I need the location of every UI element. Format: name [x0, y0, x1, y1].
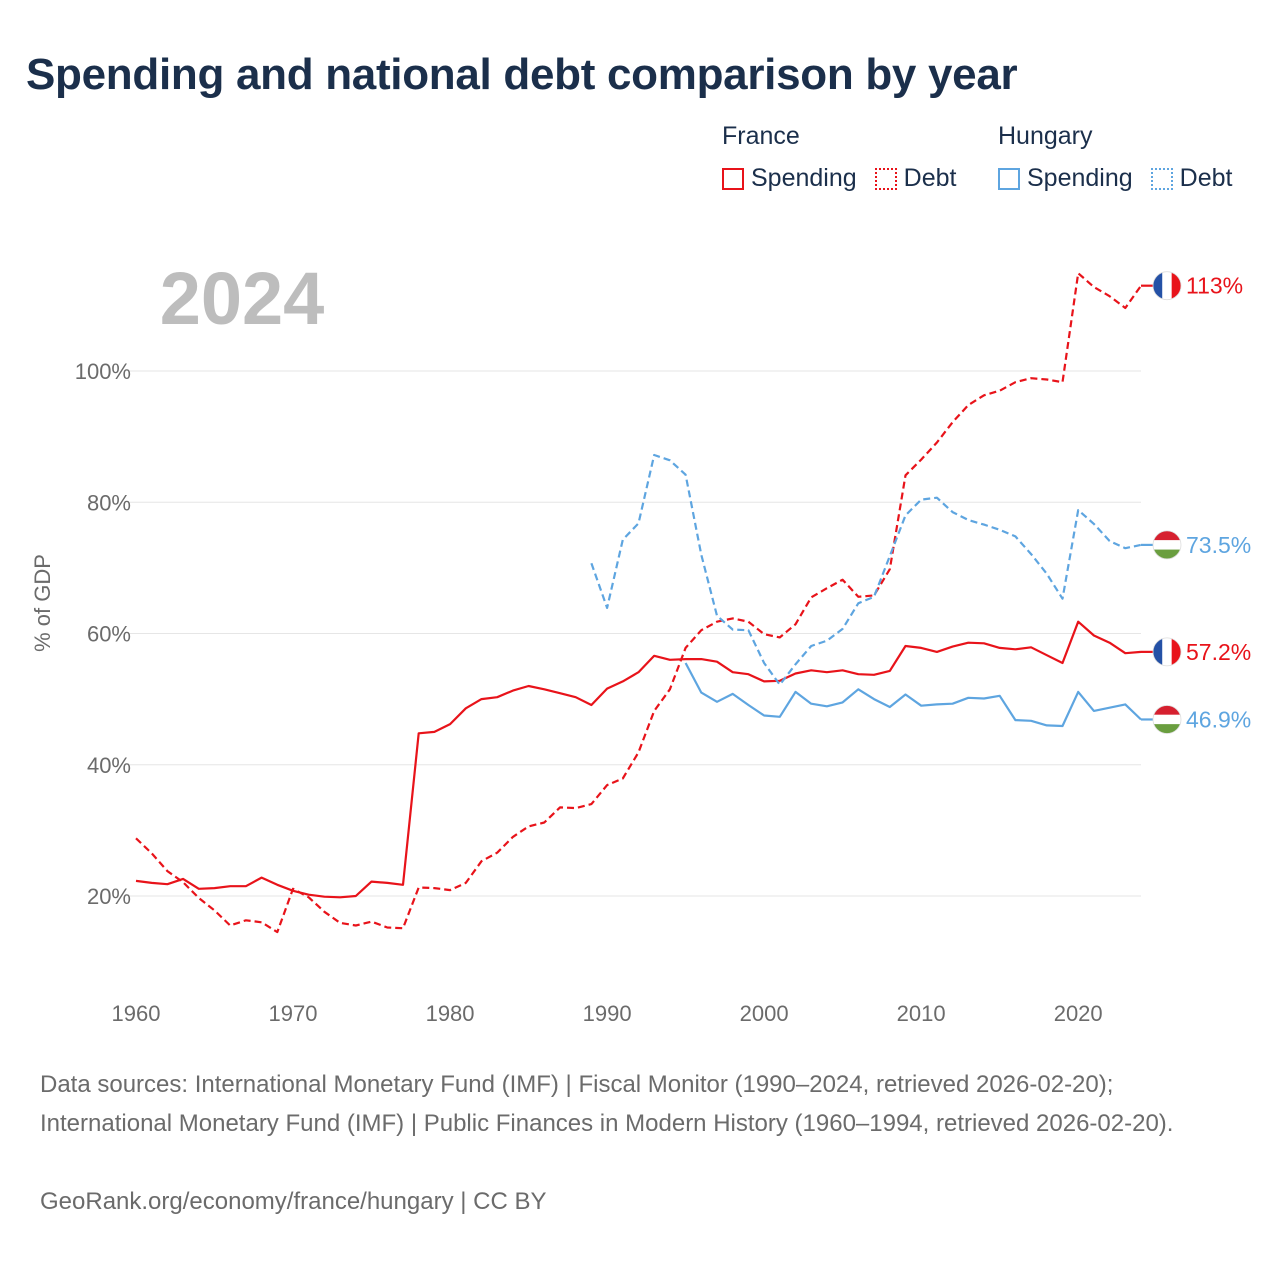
grid [130, 370, 1141, 897]
end-value-label: 113% [1186, 273, 1243, 299]
y-axis-label: % of GDP [30, 554, 55, 652]
legend-group-title: France [722, 122, 800, 150]
footer-sources: Data sources: International Monetary Fun… [40, 1071, 1174, 1137]
end-value-label: 57.2% [1186, 639, 1251, 665]
end-value-label: 73.5% [1186, 532, 1251, 558]
hungary-flag-icon [1152, 530, 1182, 560]
legend-swatch [998, 167, 1020, 190]
legend-swatch [1150, 167, 1173, 190]
y-tick-label: 100% [75, 359, 131, 384]
legend-item-hungary-spending[interactable]: Spending [998, 164, 1133, 193]
series-line-france-debt [135, 272, 1142, 934]
series-line-hungary-spending [684, 662, 1142, 728]
y-tick-label: 60% [87, 622, 131, 647]
legend-group-france: France Spending Debt [722, 122, 956, 193]
x-tick-label: 2000 [740, 1001, 789, 1026]
legend-item-hungary-debt[interactable]: Debt [1150, 164, 1233, 193]
year-label: 2024 [160, 257, 325, 340]
footer-credit: GeoRank.org/economy/france/hungary | CC … [40, 1188, 547, 1215]
legend-label: Debt [903, 164, 957, 192]
legend-item-france-debt[interactable]: Debt [874, 164, 957, 193]
hungary-flag-icon [1152, 705, 1182, 734]
y-tick-label: 80% [87, 490, 131, 515]
france-flag-icon [1152, 271, 1182, 301]
x-tick-label: 1980 [426, 1001, 475, 1026]
y-tick-label: 40% [87, 753, 131, 778]
x-tick-label: 1970 [269, 1001, 318, 1026]
x-tick-label: 1960 [112, 1001, 161, 1026]
legend-label: Debt [1179, 164, 1233, 192]
legend-group-title: Hungary [998, 122, 1093, 150]
end-value-label: 46.9% [1186, 706, 1251, 732]
y-tick-label: 20% [87, 884, 131, 909]
legend-label: Spending [751, 164, 857, 192]
series [135, 272, 1142, 934]
x-tick-label: 2010 [897, 1001, 946, 1026]
x-tick-label: 2020 [1054, 1001, 1103, 1026]
chart-title: Spending and national debt comparison by… [26, 50, 1018, 99]
legend-label: Spending [1027, 164, 1133, 192]
legend-group-hungary: Hungary Spending Debt [998, 122, 1232, 193]
france-flag-icon [1152, 637, 1182, 667]
legend-item-france-spending[interactable]: Spending [722, 164, 857, 193]
x-tick-label: 1990 [583, 1001, 632, 1026]
series-line-france-spending [135, 620, 1142, 899]
line-chart: 2024 % of GDP 20% 40% 60% 80% 100% 1960 1970 19… [30, 257, 1251, 1026]
legend-swatch [722, 167, 744, 190]
axes: 20% 40% 60% 80% 100% 1960 1970 1980 1990 2000 2010… [75, 359, 1103, 1026]
legend-swatch [874, 167, 897, 190]
end-markers: 57.2% 113% 46.9% 73.5% [1141, 271, 1251, 734]
series-line-hungary-debt [590, 453, 1142, 686]
